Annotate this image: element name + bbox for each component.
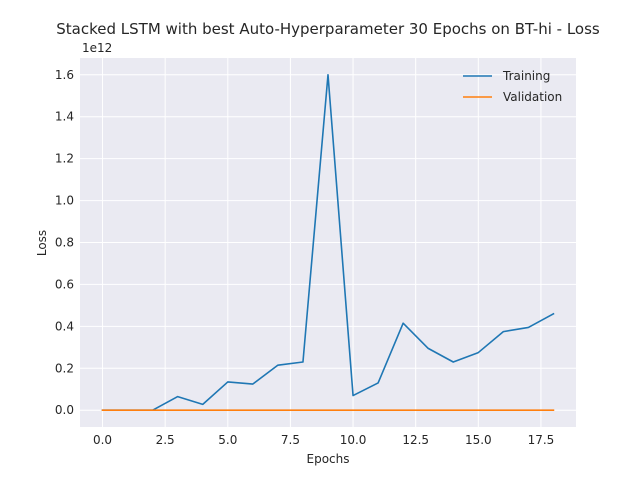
y-axis-offset-label: 1e12 (82, 41, 112, 55)
y-tick-label: 0.6 (55, 277, 74, 291)
y-tick-label: 0.2 (55, 361, 74, 375)
x-tick-label: 5.0 (218, 433, 237, 447)
x-tick-label: 10.0 (340, 433, 367, 447)
x-tick-label: 7.5 (281, 433, 300, 447)
y-tick-label: 1.6 (55, 68, 74, 82)
x-axis-label: Epochs (307, 452, 350, 466)
y-tick-label: 1.0 (55, 194, 74, 208)
legend: Training Validation (463, 69, 562, 104)
x-tick-label: 2.5 (156, 433, 175, 447)
x-tick-label: 12.5 (402, 433, 429, 447)
y-tick-label: 1.4 (55, 110, 74, 124)
chart-title: Stacked LSTM with best Auto-Hyperparamet… (56, 20, 600, 38)
series-lines (101, 73, 555, 412)
x-tick-label: 17.5 (528, 433, 555, 447)
grid (80, 58, 576, 427)
x-tick-label: 15.0 (465, 433, 492, 447)
y-tick-label: 0.0 (55, 403, 74, 417)
y-tick-label: 0.4 (55, 319, 74, 333)
legend-label-validation: Validation (503, 90, 562, 104)
y-tick-label: 1.2 (55, 152, 74, 166)
x-tick-label: 0.0 (93, 433, 112, 447)
y-tick-label: 0.8 (55, 236, 74, 250)
tick-labels: 0.0 2.5 5.0 7.5 10.0 12.5 15.0 17.5 0.0 0.2 0.4 0.6… (55, 68, 554, 447)
y-axis-label: Loss (35, 230, 49, 256)
legend-label-training: Training (502, 69, 550, 83)
series-line-training (101, 73, 555, 412)
